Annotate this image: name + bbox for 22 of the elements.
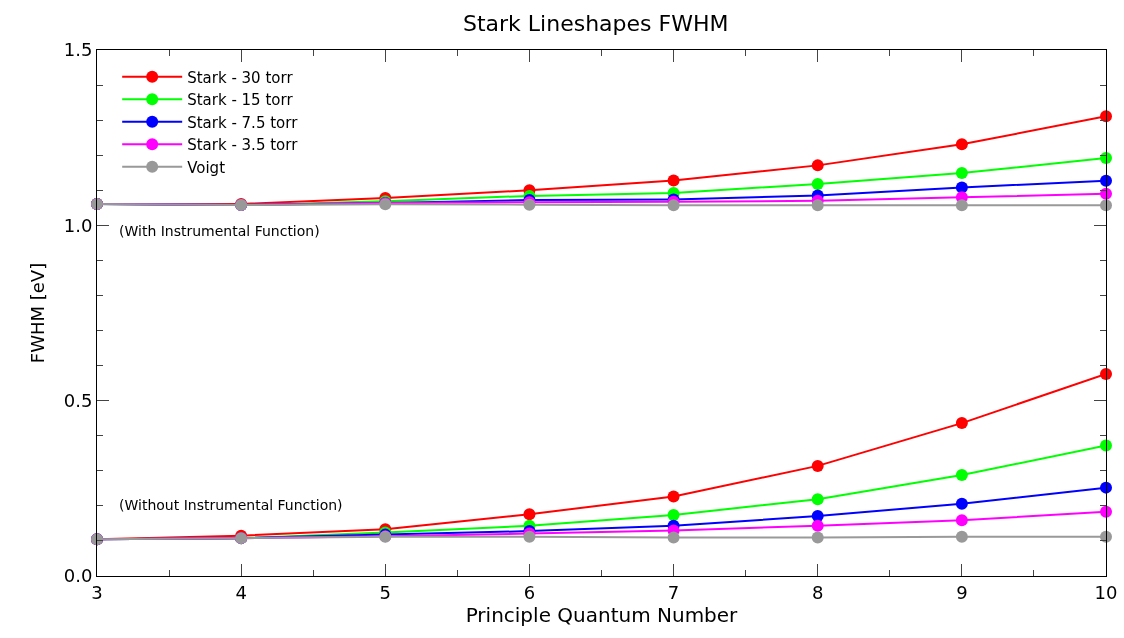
- y-axis-title: FWHM [eV]: [26, 262, 48, 364]
- chart-title: Stark Lineshapes FWHM: [462, 11, 729, 37]
- y-tick-label: 1.5: [63, 39, 93, 61]
- x-tick-label: 4: [235, 581, 247, 603]
- x-tick-label: 10: [1094, 581, 1118, 603]
- legend-label: Stark - 7.5 torr: [187, 113, 299, 132]
- annotation: (Without Instrumental Function): [119, 497, 343, 513]
- y-tick-label: 0.0: [63, 565, 93, 587]
- y-tick-label: 1.0: [63, 214, 93, 236]
- x-tick-label: 5: [379, 581, 392, 603]
- x-tick-label: 9: [956, 581, 968, 603]
- legend-label: Stark - 3.5 torr: [187, 136, 299, 155]
- x-tick-label: 8: [811, 581, 824, 603]
- x-tick-label: 3: [91, 581, 103, 603]
- x-tick-label: 7: [667, 581, 680, 603]
- y-tick-label: 0.5: [63, 389, 93, 411]
- x-tick-label: 6: [523, 581, 536, 603]
- x-axis-title: Principle Quantum Number: [465, 602, 739, 627]
- annotation: (With Instrumental Function): [119, 223, 320, 239]
- legend-label: Voigt: [187, 158, 226, 177]
- legend-label: Stark - 30 torr: [187, 68, 294, 87]
- legend-label: Stark - 15 torr: [187, 91, 294, 110]
